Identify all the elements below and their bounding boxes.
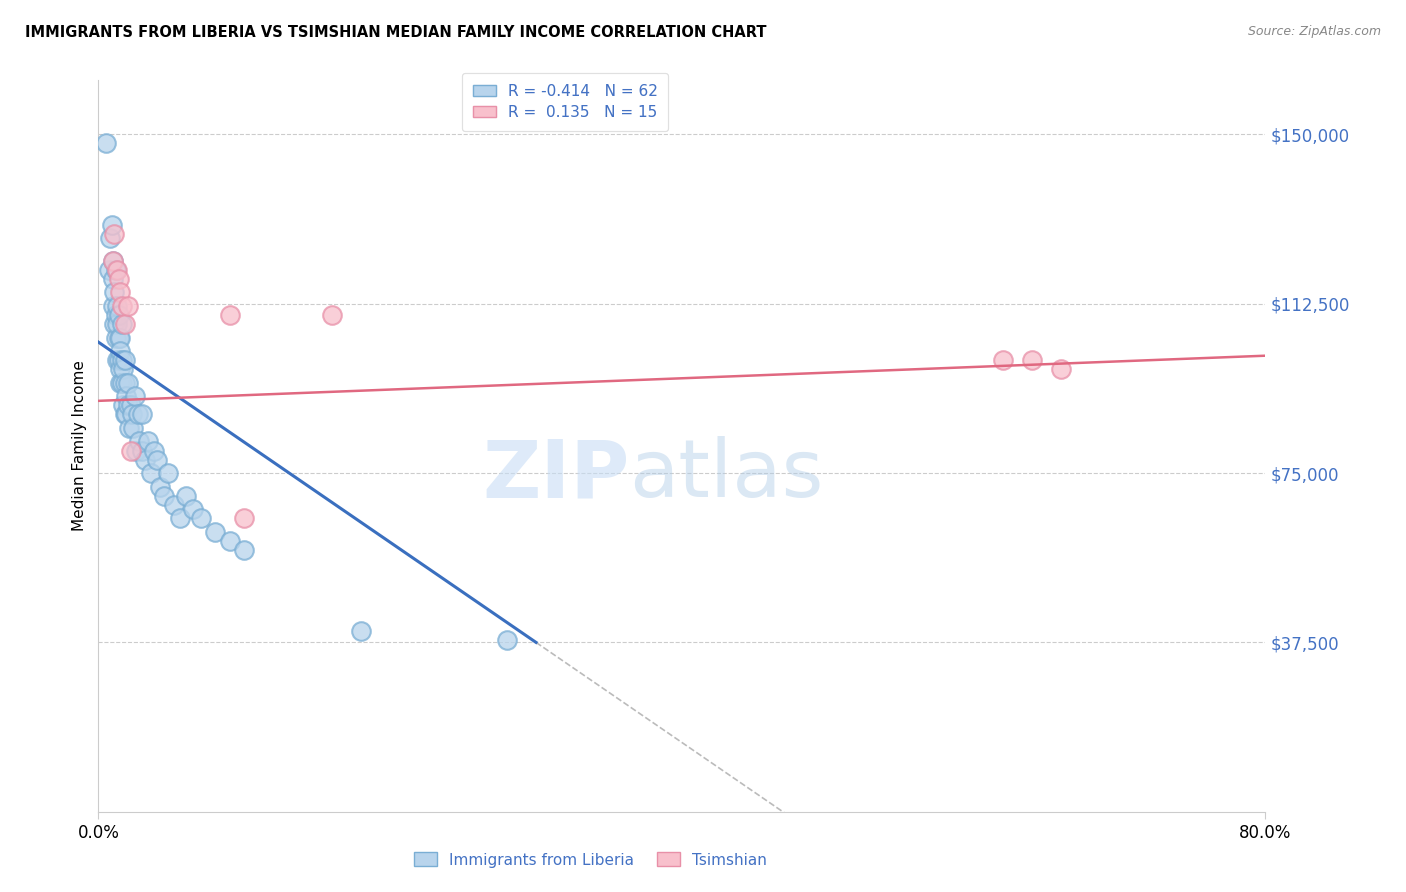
Point <box>131 443 153 458</box>
Point <box>101 272 124 286</box>
Point <box>139 466 162 480</box>
Point <box>174 489 197 503</box>
Legend: R = -0.414   N = 62, R =  0.135   N = 15: R = -0.414 N = 62, R = 0.135 N = 15 <box>463 73 668 131</box>
Point <box>124 389 146 403</box>
Point <box>117 299 139 313</box>
Point <box>114 317 136 331</box>
Point <box>233 542 256 557</box>
Point <box>117 376 139 390</box>
Point <box>105 263 128 277</box>
Text: ZIP: ZIP <box>482 436 630 515</box>
Point <box>103 317 125 331</box>
Point <box>100 218 122 232</box>
Point <box>118 421 141 435</box>
Point <box>105 353 128 368</box>
Point <box>105 317 128 331</box>
Text: Source: ZipAtlas.com: Source: ZipAtlas.com <box>1247 25 1381 38</box>
Point <box>101 299 124 313</box>
Point <box>114 353 136 368</box>
Legend: Immigrants from Liberia, Tsimshian: Immigrants from Liberia, Tsimshian <box>408 847 773 873</box>
Point <box>104 308 127 322</box>
Point <box>112 362 135 376</box>
Point <box>120 443 142 458</box>
Point <box>110 362 132 376</box>
Point <box>110 376 132 390</box>
Point <box>111 353 134 368</box>
Point <box>163 498 186 512</box>
Point <box>103 227 125 241</box>
Point <box>111 376 134 390</box>
Point <box>108 353 131 368</box>
Point <box>1021 353 1043 368</box>
Point <box>108 272 131 286</box>
Point <box>153 489 176 503</box>
Y-axis label: Median Family Income: Median Family Income <box>72 360 87 532</box>
Point <box>149 480 172 494</box>
Point <box>115 408 138 422</box>
Point <box>105 299 128 313</box>
Point <box>991 353 1014 368</box>
Point <box>101 253 124 268</box>
Point <box>218 533 240 548</box>
Point <box>108 308 131 322</box>
Point <box>496 633 519 648</box>
Point <box>104 263 127 277</box>
Point <box>98 231 121 245</box>
Point <box>114 408 136 422</box>
Point <box>181 502 204 516</box>
Point <box>101 253 124 268</box>
Point <box>146 452 169 467</box>
Point <box>121 408 143 422</box>
Point <box>115 389 138 403</box>
Point <box>218 308 240 322</box>
Point <box>122 421 145 435</box>
Point <box>117 398 139 412</box>
Point <box>190 511 212 525</box>
Point <box>120 398 142 412</box>
Point <box>233 511 256 525</box>
Point <box>157 466 180 480</box>
Point <box>103 285 125 300</box>
Point <box>108 331 131 345</box>
Point <box>111 299 134 313</box>
Point <box>112 398 135 412</box>
Point <box>111 317 134 331</box>
Point <box>169 511 191 525</box>
Point <box>142 443 165 458</box>
Point <box>110 344 132 359</box>
Point <box>127 408 149 422</box>
Point <box>136 434 159 449</box>
Point <box>204 524 226 539</box>
Point <box>321 308 343 322</box>
Point <box>114 376 136 390</box>
Point <box>134 452 156 467</box>
Point <box>94 136 117 151</box>
Point <box>125 443 148 458</box>
Point <box>1050 362 1073 376</box>
Point <box>128 434 150 449</box>
Point <box>110 285 132 300</box>
Text: IMMIGRANTS FROM LIBERIA VS TSIMSHIAN MEDIAN FAMILY INCOME CORRELATION CHART: IMMIGRANTS FROM LIBERIA VS TSIMSHIAN MED… <box>25 25 766 40</box>
Point <box>131 408 153 422</box>
Point <box>350 624 373 639</box>
Point <box>110 331 132 345</box>
Text: atlas: atlas <box>630 436 824 515</box>
Point <box>104 331 127 345</box>
Point <box>97 263 120 277</box>
